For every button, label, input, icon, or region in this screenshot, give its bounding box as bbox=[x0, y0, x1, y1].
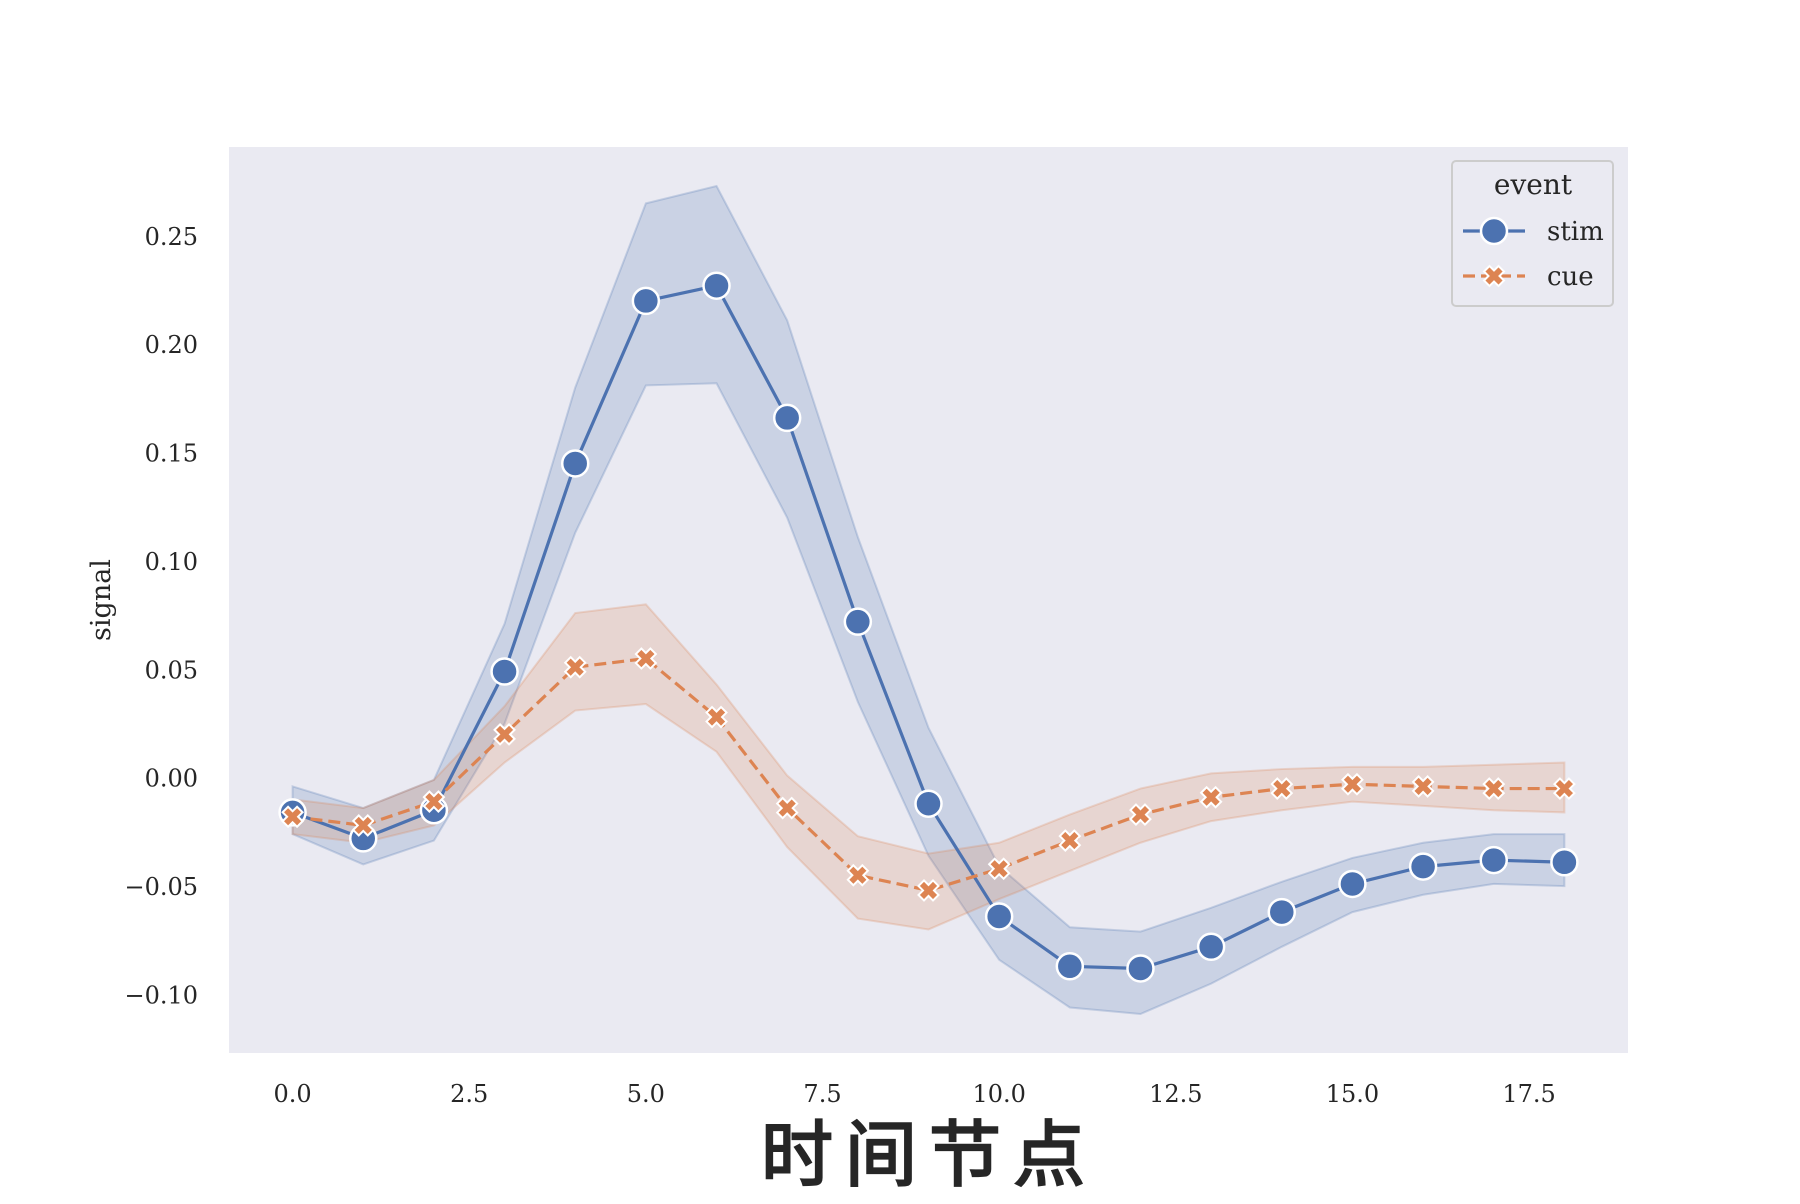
stim-point bbox=[560, 449, 590, 478]
legend-cue-label: cue bbox=[1547, 262, 1594, 292]
cue-point bbox=[1552, 777, 1576, 800]
stim-point bbox=[1338, 869, 1367, 899]
cue-point bbox=[563, 655, 587, 679]
legend-title: event bbox=[1494, 168, 1573, 201]
y-axis-ticks: −0.10 −0.05 0.00 0.05 0.10 0.15 0.20 0.25 bbox=[124, 223, 198, 1010]
stim-point bbox=[843, 607, 873, 636]
cue-point bbox=[281, 805, 305, 829]
stim-point bbox=[914, 789, 943, 818]
cue-point bbox=[775, 796, 799, 820]
stim-point bbox=[631, 286, 661, 316]
x-tick-label: 10.0 bbox=[972, 1080, 1025, 1108]
cue-point bbox=[1270, 777, 1294, 800]
x-tick-label: 7.5 bbox=[803, 1080, 841, 1108]
stim-point bbox=[1196, 932, 1226, 962]
y-tick-label: 0.25 bbox=[145, 223, 198, 251]
y-tick-label: 0.10 bbox=[145, 548, 198, 576]
stim-ci-band bbox=[291, 184, 1566, 1016]
cue-point bbox=[846, 863, 870, 887]
cue-point bbox=[1482, 777, 1506, 800]
stim-point bbox=[1408, 852, 1438, 881]
stim-point bbox=[1550, 848, 1579, 877]
x-tick-label: 5.0 bbox=[627, 1080, 665, 1108]
cue-point bbox=[422, 790, 446, 813]
legend-stim-label: stim bbox=[1547, 217, 1604, 247]
y-tick-label: 0.05 bbox=[145, 656, 198, 684]
stim-point bbox=[1055, 952, 1085, 981]
y-tick-label: −0.10 bbox=[124, 981, 198, 1009]
x-tick-label: 0.0 bbox=[274, 1080, 312, 1108]
x-tick-label: 2.5 bbox=[450, 1080, 488, 1108]
cue-ci-band bbox=[291, 603, 1566, 931]
cue-point bbox=[634, 647, 658, 670]
stim-point bbox=[772, 403, 802, 433]
y-tick-label: −0.05 bbox=[124, 873, 198, 901]
stim-point bbox=[984, 902, 1014, 931]
cue-point bbox=[917, 879, 940, 902]
stim-point bbox=[1126, 954, 1155, 983]
series-markers bbox=[278, 271, 1579, 983]
x-axis-label: 时间节点 bbox=[761, 1112, 1097, 1197]
cue-point bbox=[1058, 829, 1082, 853]
legend: event stim cue bbox=[1451, 160, 1614, 307]
cue-point bbox=[1411, 774, 1435, 798]
stim-point bbox=[490, 657, 519, 686]
x-tick-label: 17.5 bbox=[1502, 1080, 1555, 1108]
confidence-bands bbox=[291, 184, 1566, 1016]
y-tick-label: 0.20 bbox=[145, 331, 198, 359]
x-tick-label: 12.5 bbox=[1149, 1080, 1202, 1108]
y-tick-label: 0.00 bbox=[145, 765, 198, 793]
cue-point bbox=[1129, 803, 1152, 826]
legend-stim-marker bbox=[1479, 216, 1509, 246]
stim-point bbox=[702, 271, 731, 300]
cue-point bbox=[987, 857, 1011, 881]
x-axis-ticks: 0.0 2.5 5.0 7.5 10.0 12.5 15.0 17.5 bbox=[274, 1080, 1556, 1108]
y-axis-label: signal bbox=[86, 559, 117, 641]
cue-point bbox=[493, 722, 516, 746]
stim-point bbox=[1267, 897, 1297, 927]
y-tick-label: 0.15 bbox=[145, 440, 198, 468]
legend-entries: stim cue bbox=[1463, 216, 1604, 292]
x-tick-label: 15.0 bbox=[1326, 1080, 1379, 1108]
cue-point bbox=[1199, 785, 1223, 809]
cue-point bbox=[351, 814, 375, 837]
cue-point bbox=[1341, 772, 1364, 796]
plot-area-background bbox=[229, 147, 1628, 1053]
cue-point bbox=[705, 705, 728, 729]
legend-cue-marker bbox=[1482, 264, 1506, 288]
stim-point bbox=[1479, 845, 1509, 875]
